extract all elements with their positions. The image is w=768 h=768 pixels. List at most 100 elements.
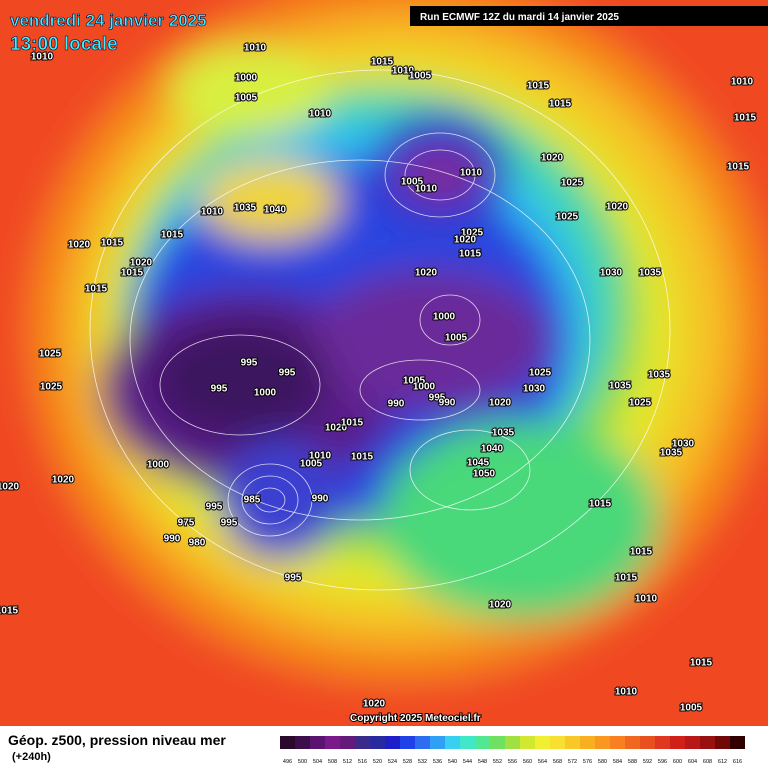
isobar-label: 1010 <box>731 77 754 88</box>
isobar-label: 1010 <box>635 594 658 605</box>
isobar-labels: 1010101010001005101510101005101010151015… <box>0 42 758 715</box>
scale-label: 596 <box>658 759 667 765</box>
isobar-label: 1015 <box>527 81 550 92</box>
isobar-label: 1035 <box>234 203 257 214</box>
isobar-label: 1035 <box>609 381 632 392</box>
scale-swatch <box>370 736 385 749</box>
isobar-label: 1040 <box>481 444 504 455</box>
isobar-label: 1010 <box>309 451 332 462</box>
run-info: Run ECMWF 12Z du mardi 14 janvier 2025 <box>420 12 619 23</box>
isobar-label: 1010 <box>309 109 332 120</box>
isobar-label: 1015 <box>0 606 19 617</box>
isobar-label: 1000 <box>413 382 436 393</box>
scale-swatch <box>460 736 475 749</box>
isobar-label: 1015 <box>690 658 713 669</box>
scale-swatch <box>610 736 625 749</box>
scale-swatch <box>400 736 415 749</box>
scale-label: 548 <box>478 759 487 765</box>
scale-label: 524 <box>388 759 397 765</box>
scale-label: 500 <box>298 759 307 765</box>
isobar-label: 995 <box>206 502 223 513</box>
isobar-label: 1020 <box>489 398 512 409</box>
scale-label: 576 <box>583 759 592 765</box>
scale-swatch <box>715 736 730 749</box>
scale-label: 560 <box>523 759 532 765</box>
isobar-label: 1030 <box>523 384 546 395</box>
isobar-label: 1015 <box>549 99 572 110</box>
isobar-label: 1015 <box>161 230 184 241</box>
scale-label: 608 <box>703 759 712 765</box>
scale-label: 580 <box>598 759 607 765</box>
scale-label: 592 <box>643 759 652 765</box>
scale-label: 544 <box>463 759 472 765</box>
scale-swatch <box>640 736 655 749</box>
isobar-label: 1005 <box>409 71 432 82</box>
isobar-label: 1015 <box>615 573 638 584</box>
scale-swatch <box>625 736 640 749</box>
isobar-label: 1000 <box>147 460 170 471</box>
isobar-label: 1015 <box>351 452 374 463</box>
isobar-label: 1020 <box>325 423 348 434</box>
scale-swatch <box>325 736 340 749</box>
date: vendredi 24 janvier 2025 <box>10 11 207 30</box>
isobar-label: 1010 <box>244 43 267 54</box>
isobar-label: 1005 <box>445 333 468 344</box>
isobar-label: 1025 <box>556 212 579 223</box>
scale-swatch <box>580 736 595 749</box>
scale-swatch <box>310 736 325 749</box>
scale-swatch <box>415 736 430 749</box>
isobar-label: 995 <box>429 393 446 404</box>
isobar-label: 1015 <box>101 238 124 249</box>
isobar-label: 1005 <box>300 459 323 470</box>
scale-label: 612 <box>718 759 727 765</box>
isobar-label: 1025 <box>529 368 552 379</box>
scale-swatch <box>430 736 445 749</box>
copyright: Copyright 2025 Meteociel.fr <box>350 713 481 724</box>
isobar-label: 1015 <box>630 547 653 558</box>
isobar-label: 1020 <box>489 600 512 611</box>
isobar-label: 1015 <box>589 499 612 510</box>
scale-swatch <box>385 736 400 749</box>
scale-swatch <box>280 736 295 749</box>
isobar-label: 1025 <box>39 349 62 360</box>
isobar-label: 1015 <box>341 418 364 429</box>
isobar-label: 995 <box>279 368 296 379</box>
isobar-label: 1045 <box>467 458 490 469</box>
isobars <box>89 69 671 591</box>
isobar-label: 1010 <box>392 66 415 77</box>
isobar-label: 990 <box>312 494 329 505</box>
legend-title: Géop. z500, pression niveau mer <box>8 732 226 748</box>
scale-swatch <box>340 736 355 749</box>
scale-label: 516 <box>358 759 367 765</box>
scale-swatch <box>490 736 505 749</box>
isobar-label: 1015 <box>734 113 757 124</box>
scale-swatch <box>685 736 700 749</box>
scale-label: 532 <box>418 759 427 765</box>
scale-label: 528 <box>403 759 412 765</box>
scale-label: 568 <box>553 759 562 765</box>
isobar-label: 1005 <box>401 177 424 188</box>
isobar-label: 1005 <box>680 703 703 714</box>
isobar-label: 990 <box>439 398 456 409</box>
isobar-label: 1015 <box>85 284 108 295</box>
scale-swatch <box>655 736 670 749</box>
isobar-label: 1010 <box>201 207 224 218</box>
scale-label: 564 <box>538 759 547 765</box>
isobar-label: 1035 <box>492 428 515 439</box>
scale-swatch <box>565 736 580 749</box>
isobar-label: 1000 <box>433 312 456 323</box>
isobar-label: 1000 <box>235 73 258 84</box>
scale-swatch <box>505 736 520 749</box>
scale-label: 588 <box>628 759 637 765</box>
isobar-label: 1035 <box>648 370 671 381</box>
isobar-label: 1010 <box>415 184 438 195</box>
isobar-label: 975 <box>178 518 195 529</box>
isobar-label: 1020 <box>363 699 386 710</box>
isobar-label: 1005 <box>403 376 426 387</box>
isobar-label: 995 <box>211 384 228 395</box>
isobar-label: 1020 <box>454 235 477 246</box>
isobar-label: 1040 <box>264 205 287 216</box>
